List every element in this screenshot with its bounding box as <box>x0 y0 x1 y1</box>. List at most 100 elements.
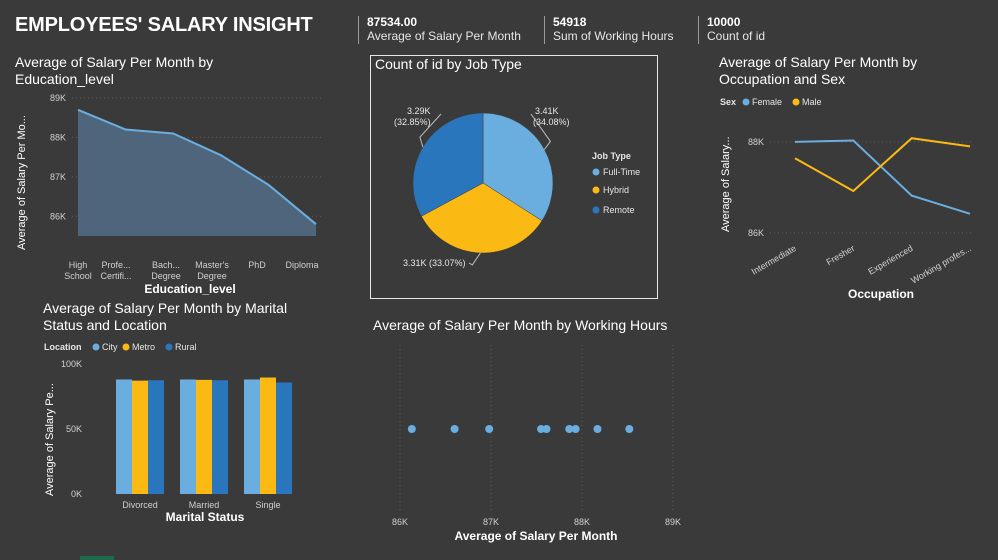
education-xtick-label: Degree <box>151 271 181 281</box>
scatter-point[interactable] <box>565 425 574 433</box>
legend-item-female[interactable]: Female <box>742 97 783 107</box>
education-ylabel: Average of Salary Per Mo... <box>16 115 28 250</box>
pie-slice-hybrid[interactable] <box>421 182 543 254</box>
scatter-point[interactable] <box>407 425 416 433</box>
education-title-line2: Education_level <box>15 71 114 87</box>
bar-metro-single[interactable] <box>260 377 276 494</box>
bar-metro-divorced[interactable] <box>132 380 148 494</box>
education-xtick-label: Certifi... <box>100 271 131 281</box>
education-xtick-label: Master's <box>195 260 229 270</box>
occupation-chart-title: Average of Salary Per Month by Occupatio… <box>719 54 917 88</box>
hours-xtick-label: 89K <box>665 517 681 527</box>
pie-legend-title: Job Type <box>592 151 631 161</box>
kpi-working-hours-value: 54918 <box>553 15 587 29</box>
kpi-count-id: 10000 Count of id <box>698 16 765 44</box>
scatter-point[interactable] <box>571 425 580 433</box>
legend-item-city[interactable]: City <box>92 342 118 352</box>
pie-legend-fulltime[interactable]: Full-Time <box>592 167 641 177</box>
education-xtick-label: Degree <box>197 271 227 281</box>
kpi-working-hours: 54918 Sum of Working Hours <box>544 16 674 44</box>
pie-label-remote-pct: (32.85%) <box>394 117 431 127</box>
legend-swatch-metro <box>122 343 130 351</box>
bar-city-single[interactable] <box>244 379 260 494</box>
legend-label-hybrid: Hybrid <box>603 185 629 195</box>
legend-swatch-female <box>742 98 750 106</box>
legend-swatch-hybrid <box>592 186 600 194</box>
marital-bar-chart[interactable]: Location City Metro Rural Average of Sal… <box>0 336 340 560</box>
hours-xtick-label: 86K <box>392 517 408 527</box>
legend-label-rural: Rural <box>175 342 197 352</box>
legend-swatch-remote <box>592 206 600 214</box>
pie-legend-hybrid[interactable]: Hybrid <box>592 185 630 195</box>
pie-leader-fulltime <box>530 113 552 150</box>
pie-label-fulltime: 3.41K <box>535 106 559 116</box>
hours-scatter-chart[interactable]: 86K 87K 88K 89K Average of Salary Per Month <box>360 340 700 550</box>
kpi-avg-salary-label: Average of Salary Per Month <box>367 29 521 43</box>
education-xtick-label: High <box>69 260 88 270</box>
marital-legend-title: Location <box>44 342 82 352</box>
marital-chart-title: Average of Salary Per Month by Marital S… <box>43 300 287 334</box>
pie-slice-remote[interactable] <box>412 112 484 217</box>
pie-legend-remote[interactable]: Remote <box>592 205 635 215</box>
pie-leader-hybrid <box>468 252 481 266</box>
education-xtick-label: School <box>64 271 92 281</box>
education-xtick-label: PhD <box>248 260 266 270</box>
education-ytick-label: 86K <box>50 211 66 221</box>
bar-rural-married[interactable] <box>212 380 228 494</box>
marital-ytick-label: 100K <box>61 359 82 369</box>
occupation-xlabel: Occupation <box>848 287 914 301</box>
bar-rural-divorced[interactable] <box>148 380 164 494</box>
pie-slice-fulltime[interactable] <box>482 112 554 222</box>
kpi-count-id-label: Count of id <box>707 29 766 43</box>
education-xtick-label: Profe... <box>101 260 130 270</box>
legend-item-male[interactable]: Male <box>792 97 822 107</box>
legend-label-remote: Remote <box>603 205 635 215</box>
education-area <box>78 109 316 236</box>
jobtype-chart-frame <box>370 55 658 299</box>
marital-ytick-label: 0K <box>71 489 82 499</box>
marital-xtick-label: Married <box>189 500 220 510</box>
marital-ylabel: Average of Salary Pe... <box>44 383 56 496</box>
legend-label-fulltime: Full-Time <box>603 167 640 177</box>
legend-label-female: Female <box>752 97 782 107</box>
scatter-point[interactable] <box>450 425 459 433</box>
occupation-line-chart[interactable]: Sex Female Male Average of Salary... 86K… <box>700 90 998 305</box>
legend-item-metro[interactable]: Metro <box>122 342 156 352</box>
occupation-xtick-label: Experienced <box>866 243 914 277</box>
education-ytick-label: 87K <box>50 172 66 182</box>
legend-swatch-fulltime <box>592 168 600 176</box>
scatter-point[interactable] <box>485 425 494 433</box>
series-line-male <box>794 137 971 193</box>
occupation-ylabel: Average of Salary... <box>720 136 732 232</box>
occupation-xtick-label: Working profes... <box>909 243 973 286</box>
marital-title-line1: Average of Salary Per Month by Marital <box>43 300 288 316</box>
page-title: EMPLOYEES' SALARY INSIGHT <box>15 14 313 36</box>
bar-city-divorced[interactable] <box>116 379 132 494</box>
occupation-title-line2: Occupation and Sex <box>719 71 846 87</box>
bar-rural-single[interactable] <box>276 382 292 494</box>
occupation-ytick-label: 88K <box>748 137 764 147</box>
scatter-point[interactable] <box>625 425 634 433</box>
legend-label-metro: Metro <box>132 342 155 352</box>
scatter-point[interactable] <box>593 425 602 433</box>
bar-metro-married[interactable] <box>196 379 212 494</box>
occupation-xtick-label: Intermediate <box>750 243 798 277</box>
scatter-point[interactable] <box>542 425 551 433</box>
series-line-female <box>794 139 971 215</box>
pie-leader-remote <box>419 113 442 148</box>
education-area-chart[interactable]: Average of Salary Per Mo... 86K 87K 88K 89K… <box>0 88 340 298</box>
marital-xtick-label: Single <box>255 500 280 510</box>
hours-chart-title: Average of Salary Per Month by Working H… <box>373 317 668 333</box>
marital-xtick-label: Divorced <box>122 500 158 510</box>
legend-item-rural[interactable]: Rural <box>165 342 197 352</box>
occupation-xtick-label: Fresher <box>824 243 856 267</box>
education-title-line1: Average of Salary Per Month by <box>15 54 214 70</box>
page-tab-indicator[interactable] <box>80 556 114 560</box>
bar-city-married[interactable] <box>180 379 196 494</box>
legend-swatch-rural <box>165 343 173 351</box>
pie-label-hybrid: 3.31K (33.07%) <box>403 258 466 268</box>
jobtype-pie-chart[interactable]: 3.41K (34.08%) 3.29K (32.85%) 3.31K (33.… <box>371 76 655 296</box>
legend-label-male: Male <box>802 97 822 107</box>
education-ytick-label: 89K <box>50 93 66 103</box>
education-line <box>77 108 317 225</box>
